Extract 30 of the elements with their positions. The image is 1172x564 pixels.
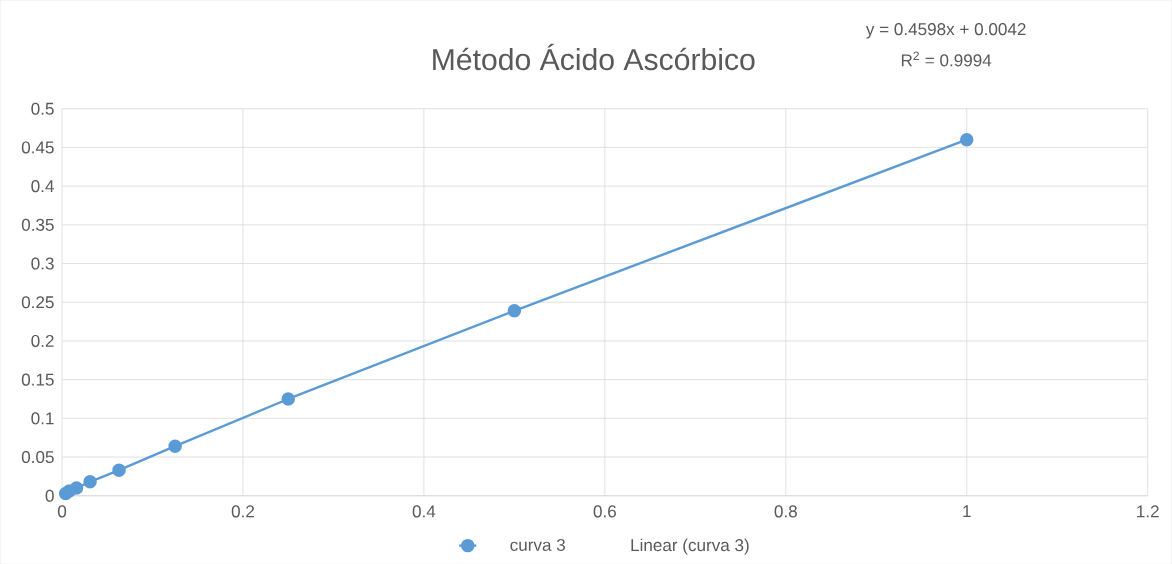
y-tick-label: 0.05: [21, 450, 54, 463]
point: [960, 132, 974, 147]
y-tick-label: 0.1: [31, 412, 54, 425]
point: [168, 439, 182, 453]
y-tick-label: 0.45: [21, 141, 54, 154]
y-tick-label: 0: [45, 489, 54, 502]
x-tick-label: 0.4: [412, 505, 436, 518]
y-tick-label: 0.3: [31, 257, 54, 270]
x-tick-label: 0.6: [593, 505, 616, 518]
y-tick-label: 0.2: [31, 334, 54, 347]
y-tick-label: 0.4: [31, 179, 54, 193]
point: [69, 481, 84, 495]
x-tick-label: 1.2: [1137, 505, 1159, 518]
x-tick-label: 0.2: [231, 505, 254, 518]
point: [281, 392, 295, 406]
y-tick-label: 0.25: [21, 296, 54, 309]
y-tick-label: 0.15: [21, 373, 54, 386]
legend-label: curva 3: [510, 538, 565, 551]
text: y = 0.4598x + 0.0042: [865, 22, 1026, 39]
text: R$^{2}$ = 0.9994: [901, 51, 992, 67]
x-tick-label: 0: [57, 505, 67, 518]
point: [507, 303, 522, 318]
point: [112, 463, 126, 477]
x-tick-label: 1: [963, 505, 971, 517]
x-tick-label: 0.8: [774, 505, 797, 518]
y-tick-label: 0.5: [31, 102, 54, 115]
chart-title: Método Ácido Ascórbico: [433, 43, 755, 71]
y-tick-label: 0.35: [21, 218, 54, 231]
point: [83, 474, 97, 489]
text: Linear (curva 3): [631, 538, 749, 555]
